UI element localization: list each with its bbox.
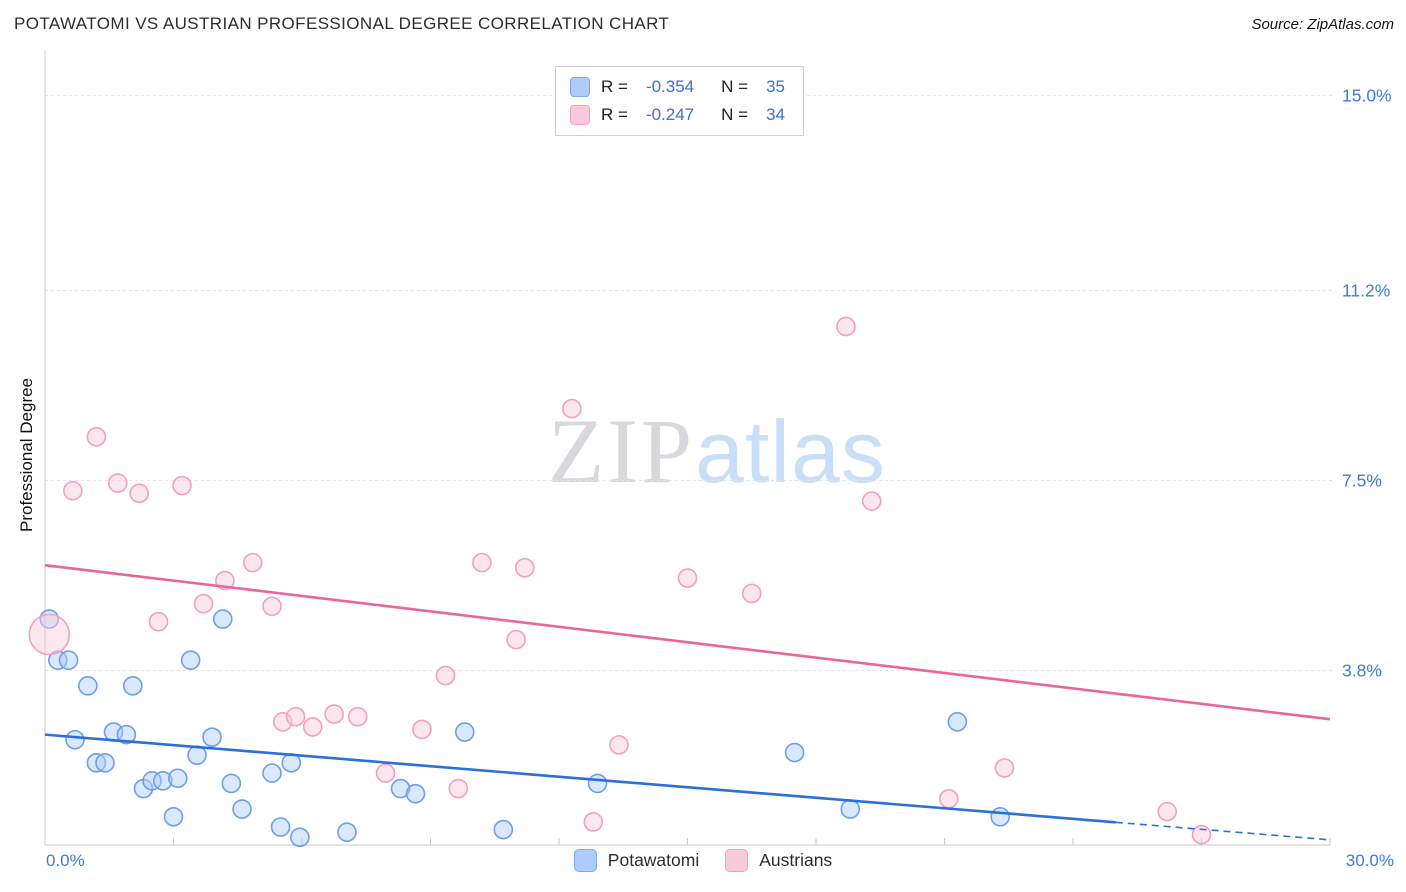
austrians-point — [193, 593, 214, 614]
potawatomi-trend-line-dashed-extension — [1115, 821, 1331, 841]
austrians-point — [435, 665, 456, 686]
page-title: POTAWATOMI VS AUSTRIAN PROFESSIONAL DEGR… — [14, 14, 670, 33]
potawatomi-point — [262, 763, 282, 783]
r-label: R = — [601, 77, 628, 96]
potawatomi-point — [58, 650, 79, 670]
y-tick-label: 11.2% — [1342, 281, 1390, 301]
correlation-legend: R = -0.354 N = 35 R = -0.247 N = 34 — [555, 66, 804, 136]
austrians-point — [609, 735, 629, 755]
potawatomi-point — [116, 724, 137, 745]
austrians-point — [994, 758, 1015, 778]
potawatomi-trend-line — [44, 733, 1116, 824]
series-legend: Potawatomi Austrians — [0, 849, 1406, 872]
source-attribution: Source: ZipAtlas.com — [1251, 16, 1394, 33]
y-tick-label: 7.5% — [1342, 470, 1382, 490]
potawatomi-point — [454, 722, 475, 742]
y-axis-title: Professional Degree — [17, 377, 36, 533]
austrians-point — [506, 629, 526, 650]
legend-row-potawatomi: R = -0.354 N = 35 — [570, 77, 785, 97]
potawatomi-point — [290, 827, 310, 848]
potawatomi-point — [784, 742, 805, 763]
austrians-point — [562, 398, 582, 419]
austrians-point — [375, 763, 396, 783]
austrians-point — [129, 483, 150, 504]
austrians-point — [242, 552, 263, 573]
potawatomi-point — [212, 609, 233, 629]
austrians-color-swatch — [570, 105, 590, 125]
austrians-point — [677, 568, 698, 588]
austrians-point — [836, 316, 856, 337]
potawatomi-point — [405, 783, 426, 804]
potawatomi-point — [48, 650, 68, 670]
austrians-point — [324, 704, 344, 724]
austrians-point — [861, 491, 882, 511]
potawatomi-point — [390, 778, 411, 799]
r-value: -0.354 — [645, 77, 695, 96]
y-tick-label: 15.0% — [1342, 85, 1392, 105]
austrians-point — [472, 552, 492, 573]
potawatomi-point — [123, 676, 143, 696]
austrians-point — [448, 778, 469, 799]
x-axis-max-label: 30.0% — [1345, 851, 1394, 870]
austrians-point — [347, 706, 368, 727]
potawatomi-color-swatch — [570, 77, 590, 97]
n-value: 35 — [766, 77, 785, 96]
potawatomi-point — [990, 806, 1010, 827]
austrians-point — [583, 812, 604, 832]
potawatomi-point — [840, 799, 861, 819]
austrians-point — [1157, 801, 1178, 822]
y-tick-label: 3.8% — [1342, 660, 1382, 680]
potawatomi-point — [270, 817, 291, 837]
legend-item-potawatomi: Potawatomi — [573, 849, 700, 872]
austrians-point — [172, 475, 192, 496]
legend-item-austrians: Austrians — [725, 849, 832, 872]
austrians-trend-line — [44, 563, 1331, 721]
austrians-point — [108, 473, 128, 493]
potawatomi-point — [78, 676, 98, 696]
zipatlas-watermark: ZIPatlas — [548, 398, 886, 504]
legend-row-austrians: R = -0.247 N = 34 — [570, 105, 785, 125]
n-value: 34 — [766, 105, 785, 124]
potawatomi-point — [95, 753, 115, 773]
potawatomi-point — [493, 819, 514, 840]
potawatomi-point — [337, 822, 357, 842]
austrians-point — [938, 788, 959, 809]
potawatomi-legend-label: Potawatomi — [607, 850, 700, 870]
potawatomi-point — [232, 799, 252, 819]
austrians-legend-swatch — [725, 849, 749, 872]
potawatomi-point — [152, 771, 173, 791]
austrians-point — [148, 611, 169, 632]
austrians-point — [514, 557, 535, 578]
watermark-atlas-text: atlas — [695, 402, 886, 501]
austrians-point — [262, 596, 282, 617]
r-label: R = — [601, 105, 628, 124]
potawatomi-legend-swatch — [573, 849, 597, 872]
austrians-legend-label: Austrians — [759, 850, 833, 870]
potawatomi-point — [587, 773, 608, 794]
potawatomi-point — [163, 806, 184, 827]
potawatomi-point — [221, 773, 242, 794]
austrians-point — [63, 480, 83, 501]
austrians-point — [412, 719, 432, 740]
r-value: -0.247 — [645, 105, 695, 124]
potawatomi-point — [65, 729, 85, 750]
austrians-point — [1191, 824, 1212, 845]
n-label: N = — [721, 105, 749, 124]
austrians-point — [28, 613, 71, 656]
austrians-point — [302, 717, 323, 737]
potawatomi-point — [180, 650, 201, 670]
x-axis-min-label: 0.0% — [46, 851, 85, 870]
potawatomi-point — [202, 727, 222, 747]
potawatomi-point — [947, 711, 968, 732]
potawatomi-point — [142, 771, 162, 791]
potawatomi-point — [167, 768, 188, 789]
austrians-point — [741, 583, 762, 604]
n-label: N = — [721, 77, 749, 96]
austrians-point — [285, 706, 306, 727]
austrians-point — [86, 427, 107, 447]
